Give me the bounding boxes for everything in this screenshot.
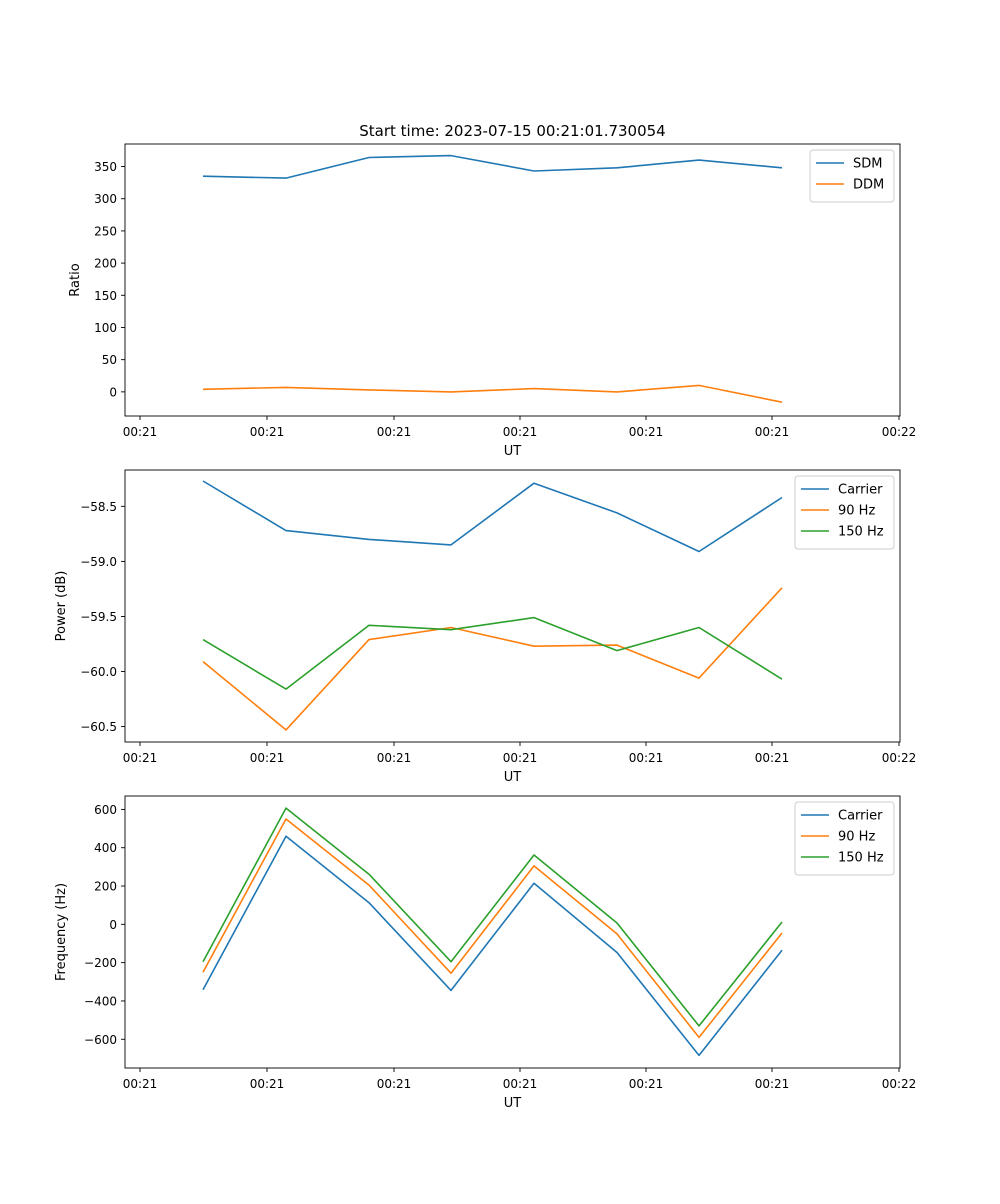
y-tick-label-power: −58.5	[80, 500, 117, 514]
x-tick-label-power: 00:21	[250, 751, 285, 765]
y-tick-label-power: −60.5	[80, 720, 117, 734]
legend-label-power: 150 Hz	[838, 525, 884, 540]
y-axis-label-ratio: Ratio	[68, 263, 83, 296]
legend-label-frequency: 150 Hz	[838, 851, 884, 866]
legend-label-ratio: SDM	[853, 157, 882, 172]
legend-label-ratio: DDM	[853, 178, 884, 193]
y-tick-label-ratio: 100	[94, 321, 117, 335]
x-tick-label-frequency: 00:21	[377, 1077, 412, 1091]
y-tick-label-frequency: 0	[109, 918, 117, 932]
series-line-ratio-sdm	[202, 154, 783, 179]
x-tick-label-power: 00:21	[629, 751, 664, 765]
legend-power: Carrier 90 Hz 150 Hz	[794, 475, 895, 550]
plot-ratio: 00:21 00:21 00:21 00:21 00:21 00:21 00:22 0 50 10…	[68, 143, 917, 459]
series-line-frequency-90-hz	[202, 818, 783, 1039]
y-tick-label-ratio: 250	[94, 224, 117, 238]
y-tick-label-frequency: 200	[94, 880, 117, 894]
x-tick-label-power: 00:21	[123, 751, 158, 765]
series-line-frequency-150-hz	[202, 807, 783, 1027]
x-tick-label-ratio: 00:21	[629, 425, 664, 439]
x-tick-label-frequency: 00:21	[250, 1077, 285, 1091]
plot-power: 00:21 00:21 00:21 00:21 00:21 00:21 00:22 −60.5…	[54, 469, 917, 785]
series-line-power-90-hz	[202, 587, 783, 731]
x-tick-label-frequency: 00:21	[503, 1077, 538, 1091]
x-tick-label-frequency: 00:21	[755, 1077, 790, 1091]
y-tick-label-frequency: −200	[84, 956, 117, 970]
y-tick-label-ratio: 350	[94, 160, 117, 174]
x-tick-label-ratio: 00:21	[377, 425, 412, 439]
x-tick-label-power: 00:21	[503, 751, 538, 765]
y-tick-label-power: −59.5	[80, 610, 117, 624]
x-axis-label-power: UT	[504, 770, 522, 785]
legend-label-frequency: Carrier	[838, 809, 883, 824]
x-tick-label-frequency: 00:22	[882, 1077, 917, 1091]
x-tick-label-power: 00:21	[377, 751, 412, 765]
axes-frame-ratio	[124, 143, 901, 417]
y-tick-label-ratio: 150	[94, 289, 117, 303]
y-tick-label-frequency: 600	[94, 803, 117, 817]
y-tick-label-ratio: 200	[94, 257, 117, 271]
legend-label-power: Carrier	[838, 483, 883, 498]
y-tick-label-frequency: −400	[84, 994, 117, 1008]
x-axis-label-frequency: UT	[504, 1096, 522, 1111]
legend-ratio: SDM DDM	[809, 149, 895, 203]
axes-frame-frequency	[124, 795, 901, 1069]
legend-label-frequency: 90 Hz	[838, 830, 875, 845]
y-tick-label-power: −59.0	[80, 555, 117, 569]
x-tick-label-ratio: 00:21	[503, 425, 538, 439]
series-line-frequency-carrier	[202, 835, 783, 1057]
y-tick-label-frequency: 400	[94, 841, 117, 855]
series-line-ratio-ddm	[202, 384, 783, 403]
x-tick-label-power: 00:22	[882, 751, 917, 765]
x-tick-label-frequency: 00:21	[123, 1077, 158, 1091]
x-tick-label-power: 00:21	[755, 751, 790, 765]
chart-title: Start time: 2023-07-15 00:21:01.730054	[359, 122, 665, 140]
series-line-power-carrier	[202, 480, 783, 553]
x-tick-label-frequency: 00:21	[629, 1077, 664, 1091]
x-axis-label-ratio: UT	[504, 444, 522, 459]
legend-label-power: 90 Hz	[838, 504, 875, 519]
x-tick-label-ratio: 00:21	[123, 425, 158, 439]
y-tick-label-frequency: −600	[84, 1033, 117, 1047]
y-tick-label-ratio: 0	[109, 385, 117, 399]
axes-frame-power	[124, 469, 901, 743]
y-tick-label-power: −60.0	[80, 665, 117, 679]
y-tick-label-ratio: 50	[102, 353, 117, 367]
y-tick-label-ratio: 300	[94, 192, 117, 206]
y-axis-label-power: Power (dB)	[54, 571, 69, 642]
plot-frequency: 00:21 00:21 00:21 00:21 00:21 00:21 00:22 −600 −…	[54, 795, 917, 1111]
x-tick-label-ratio: 00:22	[882, 425, 917, 439]
x-tick-label-ratio: 00:21	[755, 425, 790, 439]
x-tick-label-ratio: 00:21	[250, 425, 285, 439]
series-line-power-150-hz	[202, 616, 783, 690]
y-axis-label-frequency: Frequency (Hz)	[54, 883, 69, 981]
legend-frequency: Carrier 90 Hz 150 Hz	[794, 801, 895, 876]
